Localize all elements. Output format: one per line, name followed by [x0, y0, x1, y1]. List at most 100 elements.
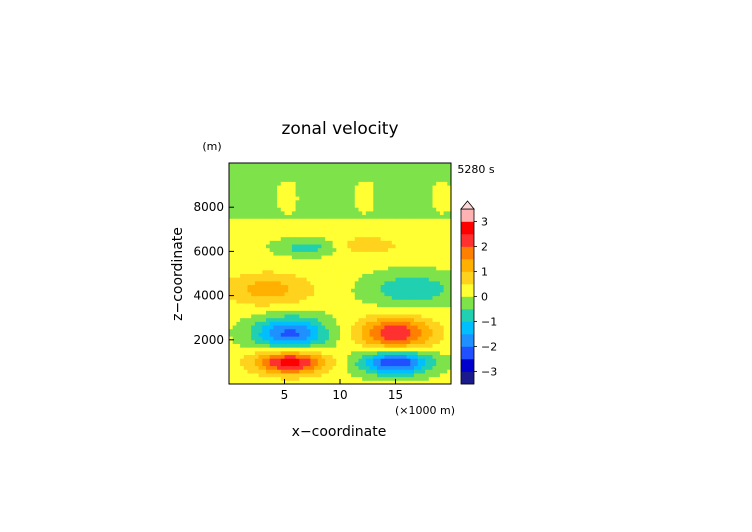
- field-cell: [377, 163, 382, 168]
- field-cell: [229, 225, 234, 230]
- field-cell: [358, 192, 363, 197]
- field-cell: [314, 354, 319, 359]
- field-cell: [243, 380, 248, 384]
- field-cell: [417, 255, 422, 260]
- field-cell: [373, 372, 378, 378]
- field-cell: [388, 314, 393, 319]
- field-cell: [406, 170, 411, 175]
- field-cell: [362, 350, 367, 356]
- field-cell: [436, 361, 441, 367]
- field-cell: [443, 284, 448, 289]
- field-cell: [306, 350, 311, 356]
- field-cell: [243, 343, 248, 348]
- field-cell: [340, 225, 345, 230]
- field-cell: [399, 328, 404, 333]
- field-cell: [432, 181, 437, 186]
- field-cell: [328, 361, 334, 367]
- field-cell: [328, 321, 334, 326]
- field-cell: [425, 185, 430, 190]
- field-cell: [399, 229, 404, 234]
- field-cell: [343, 369, 348, 374]
- field-cell: [384, 177, 389, 182]
- field-cell: [243, 262, 248, 267]
- field-cell: [365, 170, 371, 175]
- field-cell: [399, 166, 404, 171]
- field-cell: [236, 325, 241, 330]
- field-cell: [351, 336, 356, 341]
- field-cell: [395, 240, 400, 245]
- field-cell: [432, 376, 437, 381]
- field-cell: [425, 258, 430, 263]
- field-cell: [399, 310, 404, 315]
- field-cell: [402, 247, 408, 252]
- field-cell: [314, 225, 319, 230]
- field-cell: [351, 291, 356, 297]
- field-cell: [306, 372, 311, 378]
- field-cell: [354, 317, 359, 322]
- field-cell: [277, 214, 282, 219]
- field-cell: [365, 310, 371, 315]
- field-cell: [291, 170, 297, 175]
- field-cell: [402, 251, 408, 256]
- field-cell: [299, 314, 304, 319]
- field-cell: [299, 218, 304, 223]
- field-cell: [388, 177, 393, 182]
- field-cell: [280, 244, 285, 249]
- field-cell: [406, 336, 411, 341]
- field-cell: [288, 376, 293, 381]
- field-cell: [232, 251, 237, 256]
- field-cell: [384, 199, 389, 205]
- field-cell: [347, 188, 352, 193]
- field-cell: [247, 372, 252, 378]
- field-cell: [399, 244, 404, 249]
- field-cell: [380, 358, 385, 363]
- field-cell: [262, 229, 267, 234]
- field-cell: [447, 181, 451, 186]
- field-cell: [295, 240, 300, 245]
- field-cell: [303, 229, 308, 234]
- field-cell: [447, 251, 451, 256]
- field-cell: [284, 372, 289, 378]
- field-cell: [325, 174, 330, 179]
- field-cell: [243, 321, 248, 326]
- field-cell: [303, 170, 308, 175]
- field-cell: [321, 343, 326, 348]
- field-cell: [340, 221, 345, 227]
- field-cell: [358, 181, 363, 186]
- field-cell: [325, 196, 330, 201]
- field-cell: [421, 336, 426, 341]
- field-cell: [373, 376, 378, 381]
- field-cell: [288, 336, 293, 341]
- field-cell: [240, 232, 245, 238]
- field-cell: [340, 332, 345, 337]
- field-cell: [280, 166, 285, 171]
- field-cell: [436, 207, 441, 212]
- field-cell: [399, 317, 404, 322]
- field-cell: [391, 347, 396, 352]
- field-cell: [421, 310, 426, 315]
- field-cell: [291, 262, 297, 267]
- field-cell: [277, 166, 282, 171]
- field-cell: [410, 306, 415, 311]
- field-cell: [380, 310, 385, 315]
- field-cell: [417, 280, 422, 286]
- field-cell: [362, 166, 367, 171]
- field-cell: [284, 170, 289, 175]
- field-cell: [340, 166, 345, 171]
- field-cell: [280, 199, 285, 205]
- field-cell: [288, 258, 293, 263]
- field-cell: [399, 192, 404, 197]
- field-cell: [284, 358, 289, 363]
- field-cell: [262, 358, 267, 363]
- field-cell: [377, 369, 382, 374]
- field-cell: [384, 372, 389, 378]
- field-cell: [436, 236, 441, 241]
- colorbar-swatch: [461, 371, 474, 385]
- field-cell: [303, 266, 308, 271]
- field-cell: [262, 310, 267, 315]
- field-cell: [254, 372, 260, 378]
- field-cell: [288, 221, 293, 227]
- field-cell: [406, 291, 411, 297]
- field-cell: [432, 291, 437, 297]
- field-cell: [362, 185, 367, 190]
